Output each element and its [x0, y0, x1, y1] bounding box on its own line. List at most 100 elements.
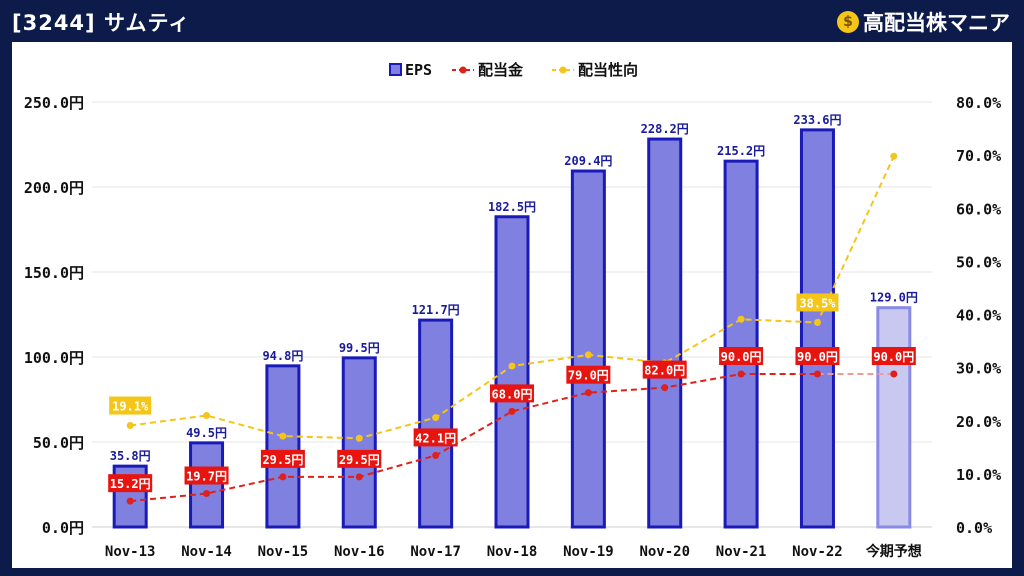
eps-data-label: 209.4円 [564, 154, 612, 168]
eps-data-label: 233.6円 [793, 113, 841, 127]
y-right-tick-label: 40.0% [956, 307, 1001, 325]
legend-dividend-label: 配当金 [478, 61, 524, 79]
legend-payout-label: 配当性向 [578, 61, 638, 79]
dividend-data-label: 42.1円 [415, 431, 456, 445]
payout-ratio-point [508, 362, 516, 370]
dividend-label-box [566, 365, 611, 384]
x-tick-label: 今期予想 [865, 543, 922, 560]
eps-data-label: 129.0円 [870, 291, 918, 305]
dividend-label-box [184, 466, 229, 485]
legend-eps-swatch [389, 63, 402, 76]
legend-payout-marker [559, 66, 567, 74]
y-left-tick-label: 150.0円 [24, 264, 84, 282]
dividend-data-label: 82.0円 [644, 364, 685, 378]
y-right-tick-label: 80.0% [956, 94, 1001, 112]
dividend-point [355, 473, 363, 481]
dividend-line [130, 373, 818, 503]
eps-data-label: 228.2円 [641, 122, 689, 136]
y-left-tick-label: 250.0円 [24, 94, 84, 112]
payout-ratio-point [279, 432, 287, 440]
eps-bar [647, 137, 683, 529]
dividend-point [432, 451, 440, 459]
eps-bar [341, 356, 377, 529]
eps-bar [723, 159, 759, 529]
x-tick-label: Nov-21 [716, 544, 767, 560]
y-right-tick-label: 70.0% [956, 147, 1001, 165]
y-right-tick-label: 10.0% [956, 466, 1001, 484]
dividend-data-label: 68.0円 [492, 387, 533, 401]
x-tick-label: Nov-22 [792, 544, 843, 560]
x-tick-label: Nov-19 [563, 544, 614, 560]
dividend-label-box [260, 449, 305, 468]
payout-ratio-point [355, 434, 363, 442]
eps-bar [265, 364, 301, 529]
y-left-tick-label: 0.0円 [42, 519, 84, 537]
payout-ratio-data-label: 38.5% [799, 296, 836, 310]
dividend-label-box [108, 474, 153, 493]
dividend-label-box [413, 428, 458, 447]
dividend-point [126, 497, 134, 505]
combo-chart: 0.0円 50.0円 100.0円 150.0円 200.0円 250.0円 0.0% 10.… [24, 61, 1001, 560]
x-tick-label: Nov-14 [181, 544, 232, 560]
dividend-point [890, 370, 898, 378]
dividend-point [203, 490, 211, 498]
y-right-tick-label: 50.0% [956, 253, 1001, 271]
y-left-tick-label: 100.0円 [24, 349, 84, 367]
legend-eps-label: EPS [405, 61, 432, 79]
x-tick-label: Nov-13 [105, 544, 156, 560]
eps-bar [799, 128, 835, 529]
eps-bar [494, 215, 530, 529]
payout-ratio-point [126, 422, 134, 430]
dividend-data-label: 19.7円 [186, 470, 227, 484]
dividend-label-box [490, 384, 534, 403]
legend-dividend-marker [459, 66, 467, 74]
eps-data-label: 94.8円 [262, 349, 303, 363]
eps-bar [570, 169, 606, 529]
eps-data-label: 215.2円 [717, 144, 765, 158]
eps-data-label: 35.8円 [110, 449, 151, 463]
dividend-point [279, 473, 287, 481]
dividend-label-box [642, 360, 687, 379]
dividend-point [737, 370, 745, 378]
chart-panel: 0.0円 50.0円 100.0円 150.0円 200.0円 250.0円 0.0% 10.… [12, 42, 1012, 568]
payout-ratio-point [813, 318, 821, 326]
dividend-point [508, 407, 516, 415]
y-left-tick-label: 50.0円 [33, 434, 84, 452]
dividend-label-box [337, 449, 382, 468]
eps-data-label: 182.5円 [488, 200, 536, 214]
x-tick-label: Nov-16 [334, 544, 385, 560]
payout-ratio-label-box [796, 293, 839, 312]
stock-title: [3244] サムティ [12, 11, 191, 35]
brand-logo: $ 高配当株マニア [837, 7, 1010, 37]
dividend-data-label: 29.5円 [262, 453, 303, 467]
payout-ratio-data-label: 19.1% [112, 400, 149, 414]
x-tick-label: Nov-18 [487, 544, 538, 560]
dividend-data-label: 90.0円 [721, 350, 762, 364]
payout-ratio-point [890, 152, 898, 160]
y-right-tick-label: 60.0% [956, 200, 1001, 218]
y-right-tick-label: 20.0% [956, 413, 1001, 431]
dividend-label-box [719, 347, 764, 365]
x-tick-label: Nov-17 [410, 544, 461, 560]
dividend-data-label: 90.0円 [797, 350, 838, 364]
y-right-tick-label: 30.0% [956, 360, 1001, 378]
y-right-tick-label: 0.0% [956, 519, 992, 537]
eps-bar [189, 441, 225, 529]
y-left-tick-label: 200.0円 [24, 179, 84, 197]
dividend-data-label: 15.2円 [110, 477, 151, 491]
eps-data-label: 99.5円 [339, 341, 380, 355]
dividend-data-label: 90.0円 [873, 350, 914, 364]
dividend-data-label: 79.0円 [568, 369, 609, 383]
dividend-data-label: 29.5円 [339, 453, 380, 467]
payout-ratio-point [432, 414, 440, 422]
payout-ratio-point [737, 315, 745, 323]
dividend-point [661, 384, 669, 392]
x-tick-label: Nov-20 [639, 544, 690, 560]
dividend-label-box [871, 347, 916, 365]
payout-ratio-point [203, 411, 211, 419]
eps-bar [876, 306, 912, 529]
dividend-point [813, 370, 821, 378]
money-bag-icon: $ [837, 11, 859, 33]
x-tick-label: Nov-15 [258, 544, 309, 560]
dividend-label-box [795, 347, 840, 365]
